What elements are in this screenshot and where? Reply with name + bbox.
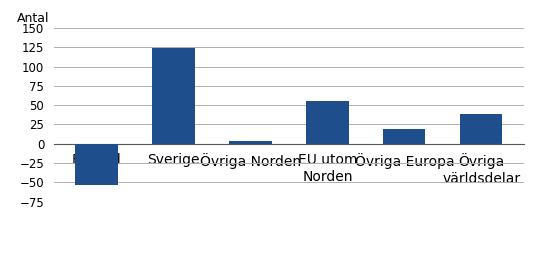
Bar xyxy=(460,114,502,144)
Bar xyxy=(306,101,348,144)
Bar xyxy=(152,48,194,144)
Text: Antal: Antal xyxy=(16,11,49,25)
Bar xyxy=(76,144,118,185)
Bar xyxy=(383,129,426,144)
Bar xyxy=(230,141,272,144)
